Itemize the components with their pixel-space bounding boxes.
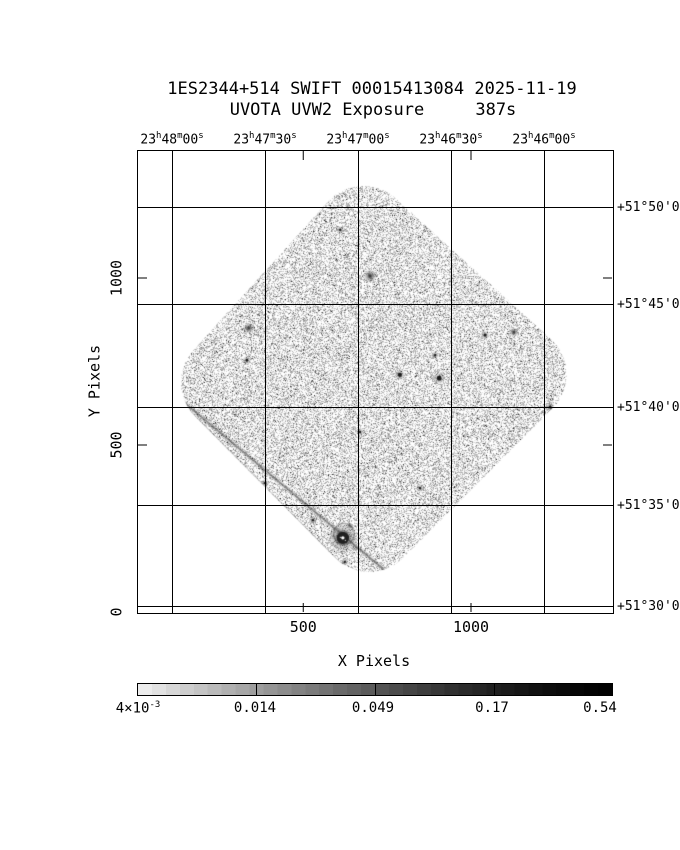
colorbar-divider (375, 684, 376, 695)
ra-axis-label: 23h47m30s (233, 132, 296, 146)
colorbar-tick-label: 4×10-3 (116, 701, 161, 716)
x-axis-title: X Pixels (338, 654, 410, 669)
y-tick-label: 1000 (110, 260, 125, 296)
ra-axis-label: 23h46m30s (419, 132, 482, 146)
colorbar-tick-label: 0.17 (475, 701, 509, 715)
colorbar-tick-label: 0.014 (234, 701, 276, 715)
ra-axis-label: 23h48m00s (140, 132, 203, 146)
dec-axis-label: +51°40'0 (617, 401, 680, 414)
exposure-image (137, 150, 613, 613)
ra-axis-label: 23h46m00s (512, 132, 575, 146)
uvot-exposure-plot-window: { "title": { "line1": "1ES2344+514 SWIFT… (0, 0, 680, 850)
y-axis-title: Y Pixels (88, 345, 103, 417)
dec-axis-label: +51°30'0 (617, 600, 680, 613)
dec-axis-label: +51°50'0 (617, 201, 680, 214)
dec-axis-label: +51°45'0 (617, 298, 680, 311)
colorbar-divider (494, 684, 495, 695)
colorbar-tick-label: 0.54 (583, 701, 617, 715)
y-tick-label: 0 (110, 607, 125, 616)
x-tick-label: 1000 (453, 620, 489, 635)
x-tick-label: 500 (290, 620, 317, 635)
y-tick-label: 500 (110, 431, 125, 458)
colorbar (137, 683, 613, 696)
ra-axis-label: 23h47m00s (326, 132, 389, 146)
dec-axis-label: +51°35'0 (617, 499, 680, 512)
plot-title: 1ES2344+514 SWIFT 00015413084 2025-11-19 (167, 81, 576, 98)
colorbar-tick-label: 0.049 (352, 701, 394, 715)
colorbar-divider (256, 684, 257, 695)
plot-subtitle: UVOTA UVW2 Exposure 387s (230, 102, 517, 119)
